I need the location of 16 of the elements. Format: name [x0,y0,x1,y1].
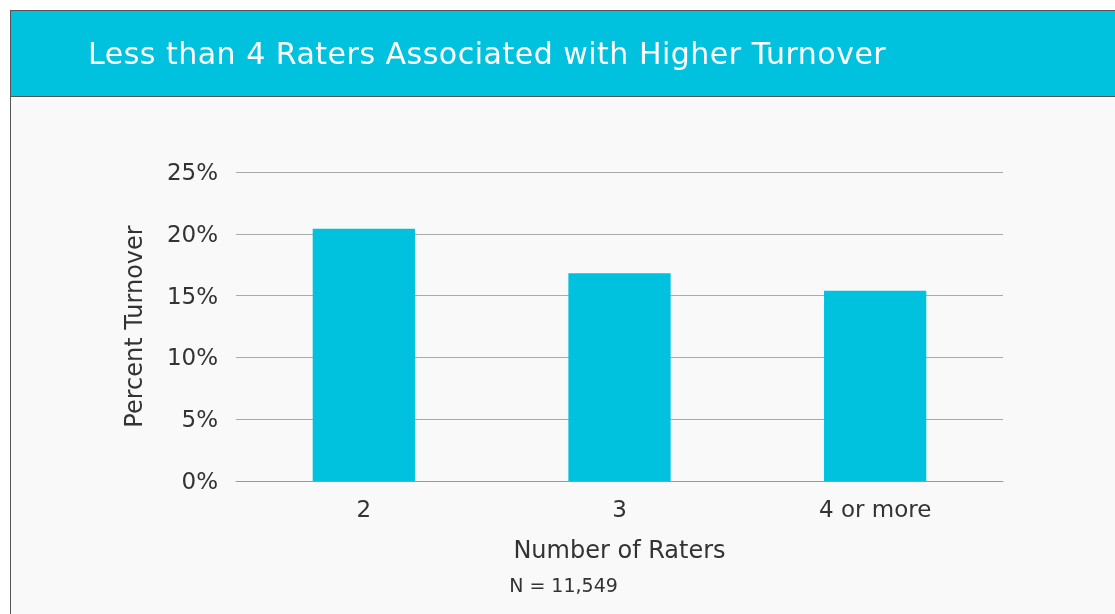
bar [568,273,671,481]
x-tick-label: 2 [356,495,372,522]
bar [824,290,927,481]
chart-title: Less than 4 Raters Associated with Higher Turnover [11,11,1115,97]
x-axis-title: Number of Raters [513,536,726,564]
bar [312,228,415,481]
y-tick-label: 10% [166,344,218,371]
x-tick-label: 4 or more [818,495,932,522]
x-tick-label: 3 [612,495,627,522]
text: N = 11,549 [508,574,619,596]
y-tick-label: 0% [181,468,218,494]
y-axis-title: Percent Turnover [120,225,148,428]
y-tick-label: 20% [166,220,218,247]
y-tick-label: 5% [181,406,218,433]
y-tick-label: 15% [166,282,218,309]
y-tick-label: 25% [166,159,218,185]
